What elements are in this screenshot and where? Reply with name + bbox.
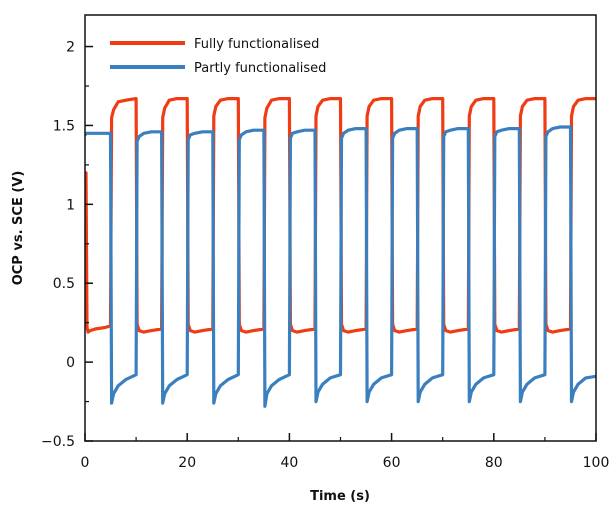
series-layer [85, 96, 596, 408]
y-tick-label: 2 [66, 40, 75, 56]
legend: Fully functionalised Partly functionalise… [110, 37, 326, 76]
x-tick-label: 0 [81, 455, 90, 471]
x-tick-label: 80 [485, 455, 503, 471]
series-line-partly-functionalised [85, 125, 596, 408]
y-tick-label: −0.5 [41, 434, 75, 450]
y-tick-label: 0 [66, 355, 75, 371]
x-tick-label: 60 [383, 455, 401, 471]
x-tick-label: 20 [178, 455, 196, 471]
x-axis-title: Time (s) [310, 489, 370, 504]
x-tick-label: 40 [280, 455, 298, 471]
x-tick-label: 100 [583, 455, 610, 471]
legend-label: Partly functionalised [194, 61, 326, 76]
legend-label: Fully functionalised [194, 37, 319, 52]
y-tick-label: 1 [66, 197, 75, 213]
y-tick-label: 0.5 [53, 276, 75, 292]
y-tick-label: 1.5 [53, 118, 75, 134]
y-axis-title: OCP vs. SCE (V) [11, 171, 26, 286]
tick-layer: 0 20 40 60 80 100 −0.5 0 0.5 1 1.5 2 [41, 40, 609, 471]
